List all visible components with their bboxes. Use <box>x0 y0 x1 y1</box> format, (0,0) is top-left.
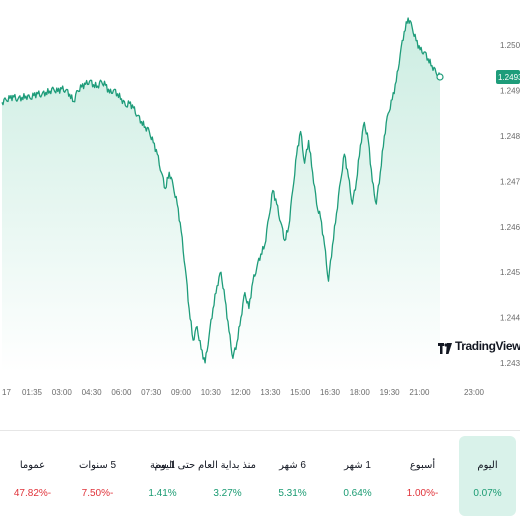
y-axis-tick-label: 1.24900 <box>500 87 520 96</box>
performance-tab[interactable]: عموما 47.82%- <box>4 436 61 516</box>
performance-tab-value: 47.82%- <box>13 488 52 499</box>
x-axis-tick-label: 12:00 <box>231 388 252 397</box>
x-axis-tick-label: 16:30 <box>320 388 341 397</box>
performance-tab-label: عموما <box>19 460 46 471</box>
y-axis-tick-label: 1.25000 <box>500 41 520 50</box>
y-axis-tick-label: 1.24600 <box>500 223 520 232</box>
performance-tab[interactable]: 1 شهر 0.64% <box>329 436 386 516</box>
x-axis-tick-label: 21:00 <box>409 388 430 397</box>
performance-tab-value: 1.00%- <box>406 488 439 499</box>
tradingview-logo-icon <box>438 341 452 354</box>
y-axis-tick-label: 1.24400 <box>500 314 520 323</box>
current-price-badge <box>496 70 520 84</box>
chart-canvas[interactable]: 1.25000 1.24900 1.24800 1.24700 1.24600 1.245… <box>0 0 520 400</box>
performance-tab-label: 5 سنوات <box>78 460 117 471</box>
x-axis-tick-label: 15:00 <box>290 388 311 397</box>
x-axis-tick-label: 13:30 <box>260 388 281 397</box>
performance-tab-label: 6 شهر <box>279 460 306 471</box>
performance-tab[interactable]: 5 سنوات 7.50%- <box>69 436 126 516</box>
x-axis-tick-label: 06:00 <box>111 388 132 397</box>
tradingview-logo[interactable]: TradingView <box>438 339 520 354</box>
performance-tab[interactable]: اليوم 0.07% <box>459 436 516 516</box>
chart-area-fill <box>2 18 440 372</box>
performance-tabs: اليوم 0.07% أسبوع 1.00%- 1 شهر 0.64% 6 شهر 5.31… <box>0 430 520 521</box>
x-axis-tick-label: 18:00 <box>350 388 371 397</box>
performance-tab-value: 3.27% <box>213 488 242 499</box>
x-axis-tick-label: 17 <box>2 388 11 397</box>
performance-tab-value: 1.41% <box>148 488 177 499</box>
performance-tab[interactable]: 1 سنة 1.41% <box>134 436 191 516</box>
x-axis-tick-label: 23:00 <box>464 388 485 397</box>
performance-tab-label: أسبوع <box>409 460 436 471</box>
performance-tab-value: 7.50%- <box>81 488 114 499</box>
performance-tab-label: اليوم <box>477 460 498 471</box>
last-price-marker <box>436 73 444 81</box>
x-axis-tick-label: 03:00 <box>52 388 73 397</box>
performance-tab-label: منذ بداية العام حتى اليوم <box>154 460 256 471</box>
performance-tab[interactable]: أسبوع 1.00%- <box>394 436 451 516</box>
x-axis-tick-label: 07:30 <box>141 388 162 397</box>
y-axis-tick-label: 1.24300 <box>500 359 520 368</box>
tradingview-logo-text: TradingView <box>455 339 520 353</box>
x-axis-tick-label: 19:30 <box>380 388 401 397</box>
x-axis-tick-label: 10:30 <box>201 388 222 397</box>
current-price-label: 1.24930 <box>498 73 520 82</box>
y-axis-tick-label: 1.24500 <box>500 268 520 277</box>
performance-tab-label: 1 شهر <box>344 460 371 471</box>
performance-tab-value: 0.07% <box>473 488 502 499</box>
performance-tab[interactable]: 6 شهر 5.31% <box>264 436 321 516</box>
x-axis-tick-label: 01:35 <box>22 388 43 397</box>
price-line <box>1 17 441 364</box>
x-axis-tick-label: 04:30 <box>82 388 103 397</box>
y-axis-tick-label: 1.24800 <box>500 132 520 141</box>
price-chart[interactable]: 1.25000 1.24900 1.24800 1.24700 1.24600 1.245… <box>0 0 520 400</box>
performance-tab[interactable]: منذ بداية العام حتى اليوم 3.27% <box>154 436 256 516</box>
performance-tab-value: 0.64% <box>343 488 372 499</box>
y-axis-tick-label: 1.24700 <box>500 177 520 186</box>
performance-tab-label: 1 سنة <box>149 460 176 471</box>
performance-tab-value: 5.31% <box>278 488 307 499</box>
x-axis-tick-label: 09:00 <box>171 388 192 397</box>
